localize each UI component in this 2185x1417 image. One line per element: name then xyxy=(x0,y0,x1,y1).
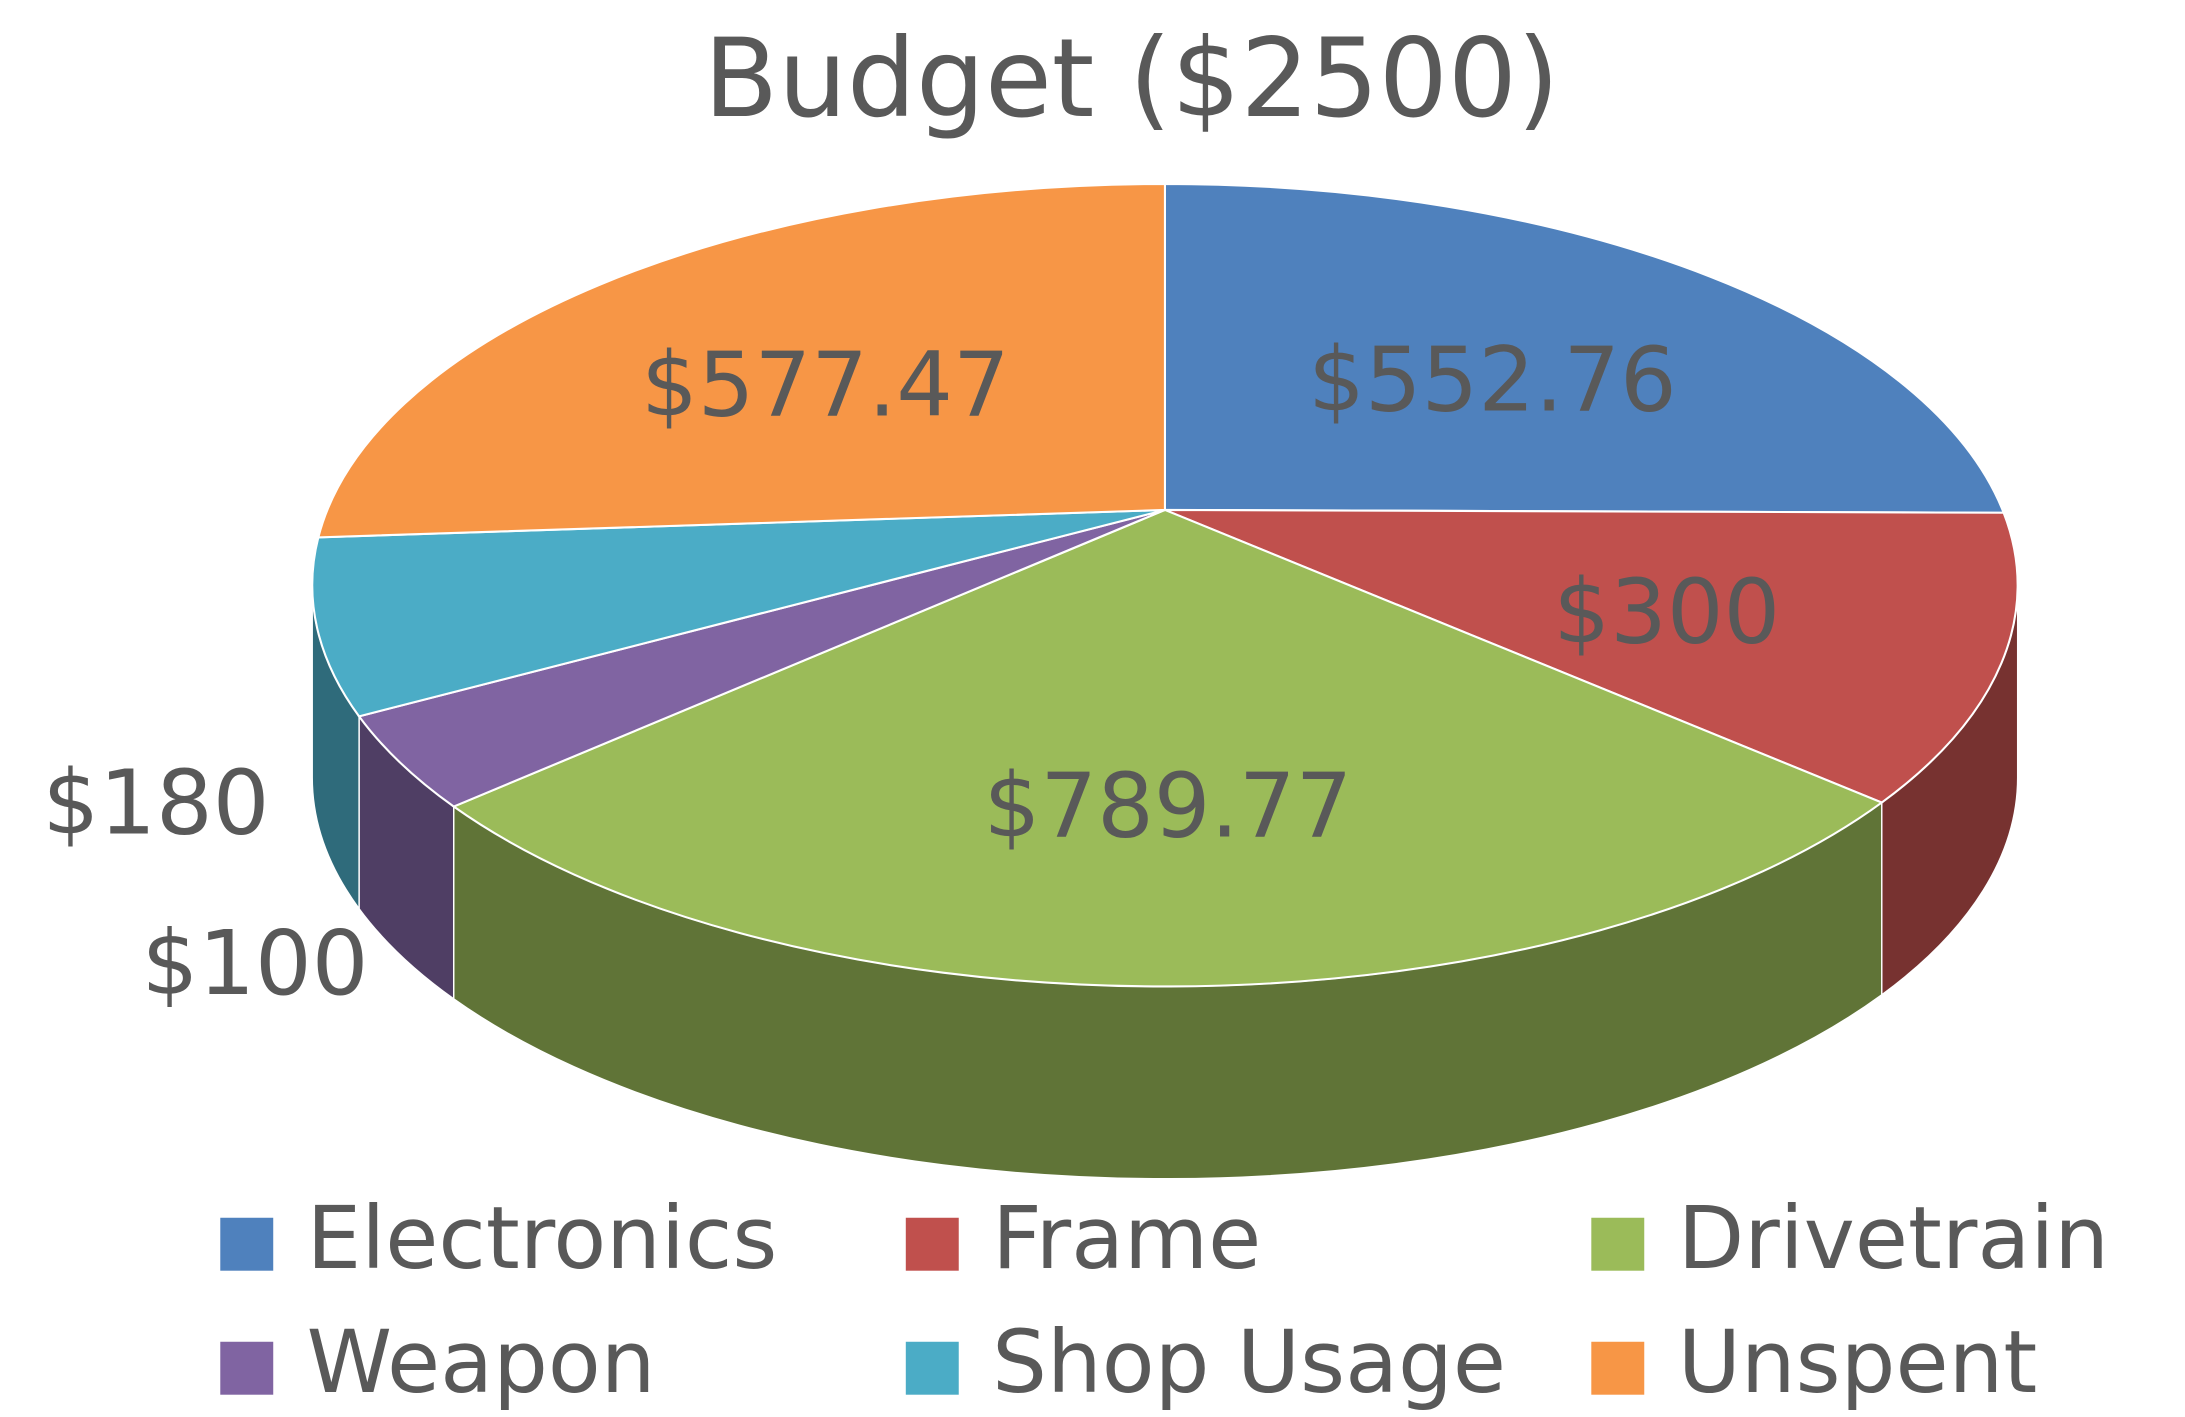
legend-label: Frame xyxy=(992,1189,1261,1289)
pie-slice xyxy=(311,508,1166,718)
legend-swatch xyxy=(1591,1217,1645,1271)
data-label: $789.77 xyxy=(984,754,1353,858)
legend-swatch xyxy=(905,1217,959,1271)
pie-slice xyxy=(1163,182,2006,514)
data-label: $300 xyxy=(1553,560,1780,664)
data-label: $100 xyxy=(142,912,369,1016)
data-label: $552.76 xyxy=(1308,329,1677,433)
pie-tops xyxy=(311,182,2019,988)
pie-slice xyxy=(1164,508,2019,804)
data-label: $577.47 xyxy=(641,334,1010,438)
legend-label: Electronics xyxy=(307,1189,778,1289)
legend-label: Weapon xyxy=(307,1313,656,1413)
legend-swatch xyxy=(905,1341,959,1395)
chart-title: Budget ($2500) xyxy=(704,15,1560,142)
legend: Electronics Frame Drivetrain Weapon Shop Usa… xyxy=(220,1189,2109,1413)
data-label: $180 xyxy=(43,752,270,856)
legend-swatch xyxy=(1591,1341,1645,1395)
data-labels: $552.76 $300 $789.77 $100 $180 $577.47 xyxy=(43,329,1781,1016)
legend-swatch xyxy=(220,1217,274,1271)
legend-label: Shop Usage xyxy=(992,1313,1506,1413)
pie-slice xyxy=(451,508,1884,988)
pie-slice xyxy=(357,508,1166,808)
legend-label: Unspent xyxy=(1678,1313,2038,1413)
legend-swatch xyxy=(220,1341,274,1395)
legend-label: Drivetrain xyxy=(1678,1189,2109,1289)
pie-slice xyxy=(316,182,1166,539)
